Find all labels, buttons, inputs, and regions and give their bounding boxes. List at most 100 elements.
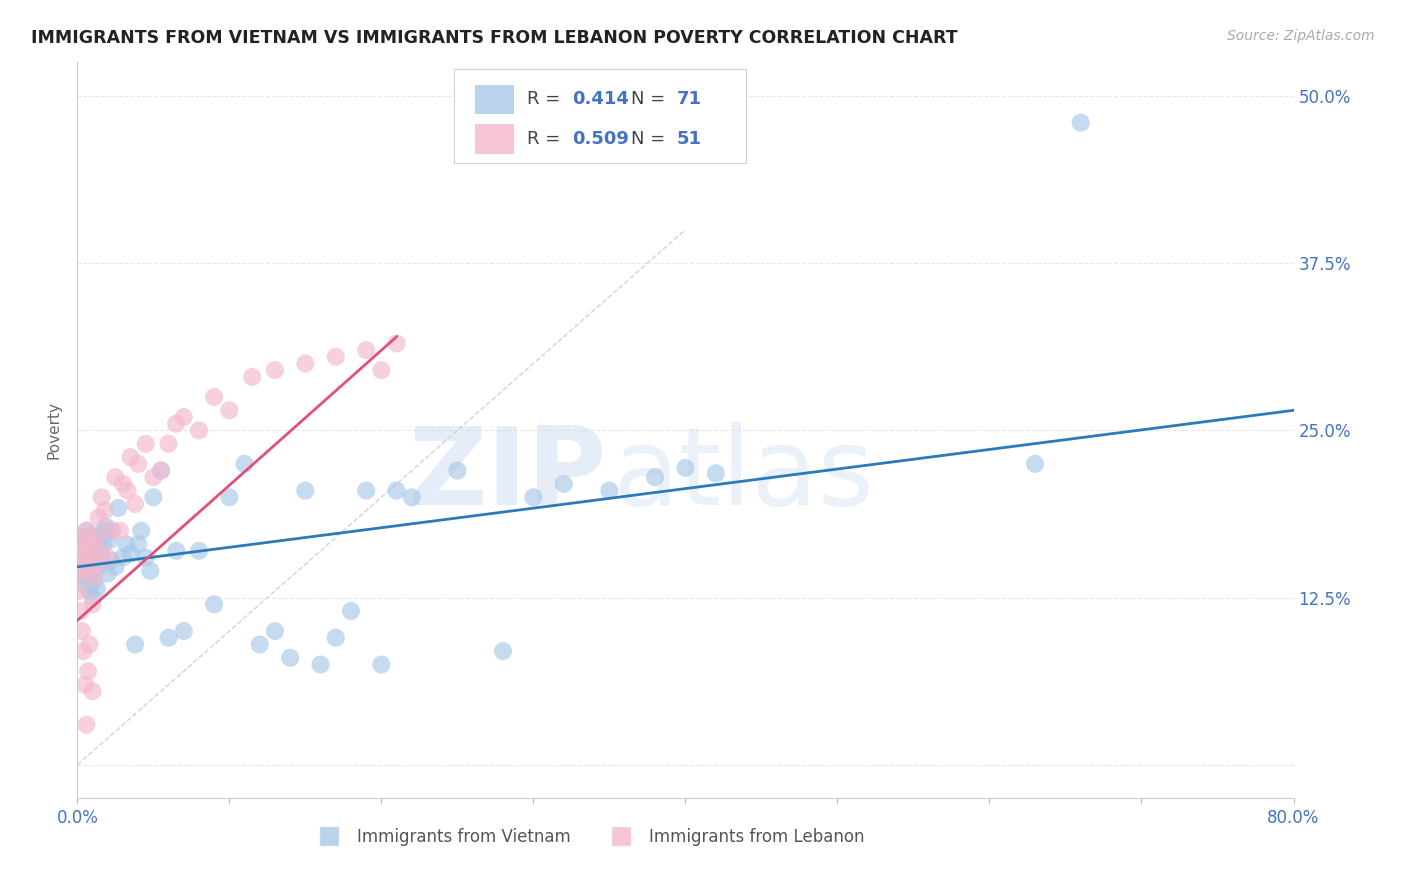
Point — [90, 490, 112, 504]
Point — [325, 350, 347, 364]
Point — [264, 624, 287, 639]
Point — [492, 644, 515, 658]
Point — [87, 560, 110, 574]
Point — [278, 651, 301, 665]
Text: ZIP: ZIP — [408, 422, 606, 527]
Point — [67, 583, 90, 598]
Point — [704, 466, 727, 480]
Point — [73, 564, 96, 578]
Point — [82, 591, 104, 605]
Point — [644, 470, 666, 484]
Point — [82, 684, 104, 698]
Point — [93, 524, 115, 538]
Point — [84, 548, 107, 562]
Point — [69, 604, 91, 618]
Point — [84, 561, 107, 575]
Point — [340, 604, 363, 618]
Point — [149, 464, 172, 478]
Point — [111, 476, 134, 491]
Point — [598, 483, 620, 498]
Text: N =: N = — [631, 130, 671, 148]
Point — [70, 577, 93, 591]
Point — [104, 560, 127, 574]
Point — [218, 490, 240, 504]
Text: 0.509: 0.509 — [572, 130, 630, 148]
Point — [83, 571, 105, 585]
Point — [89, 543, 111, 558]
Point — [370, 363, 392, 377]
Point — [69, 550, 91, 565]
Point — [1024, 457, 1046, 471]
Point — [83, 540, 105, 554]
Point — [165, 543, 187, 558]
Point — [294, 356, 316, 371]
Point — [385, 483, 408, 498]
Point — [446, 464, 468, 478]
Point — [1070, 115, 1092, 129]
Point — [100, 524, 122, 538]
Point — [401, 490, 423, 504]
Legend: Immigrants from Vietnam, Immigrants from Lebanon: Immigrants from Vietnam, Immigrants from… — [305, 822, 872, 853]
Bar — [475, 85, 515, 114]
Point — [79, 583, 101, 598]
Point — [294, 483, 316, 498]
Point — [173, 410, 195, 425]
Point — [80, 568, 103, 582]
Text: 51: 51 — [676, 130, 702, 148]
Point — [135, 550, 157, 565]
Point — [82, 598, 104, 612]
Point — [188, 424, 211, 438]
Point — [142, 490, 165, 504]
Point — [101, 524, 124, 538]
Point — [117, 483, 139, 498]
Point — [73, 678, 96, 692]
Text: IMMIGRANTS FROM VIETNAM VS IMMIGRANTS FROM LEBANON POVERTY CORRELATION CHART: IMMIGRANTS FROM VIETNAM VS IMMIGRANTS FR… — [31, 29, 957, 46]
Y-axis label: Poverty: Poverty — [46, 401, 62, 459]
Text: 0.414: 0.414 — [572, 90, 630, 108]
Point — [77, 550, 100, 565]
Point — [75, 524, 97, 538]
Point — [124, 637, 146, 651]
Point — [72, 644, 94, 658]
Point — [553, 476, 575, 491]
Point — [79, 543, 101, 558]
Point — [86, 541, 108, 555]
Point — [135, 436, 157, 450]
Point — [107, 500, 129, 515]
Point — [157, 436, 180, 450]
Point — [97, 550, 120, 565]
Bar — [475, 124, 515, 153]
Point — [91, 537, 114, 551]
Point — [202, 390, 225, 404]
Point — [522, 490, 544, 504]
Point — [72, 543, 94, 558]
Point — [202, 598, 225, 612]
Point — [129, 524, 152, 538]
Point — [108, 524, 131, 538]
Point — [100, 553, 122, 567]
FancyBboxPatch shape — [454, 69, 747, 163]
Point — [120, 546, 142, 561]
Text: N =: N = — [631, 90, 671, 108]
Point — [115, 537, 138, 551]
Point — [87, 510, 110, 524]
Text: Source: ZipAtlas.com: Source: ZipAtlas.com — [1227, 29, 1375, 43]
Point — [75, 524, 97, 538]
Point — [72, 530, 94, 544]
Point — [82, 528, 104, 542]
Point — [264, 363, 287, 377]
Point — [79, 533, 101, 547]
Point — [124, 497, 146, 511]
Point — [309, 657, 332, 672]
Point — [127, 457, 149, 471]
Point — [89, 530, 111, 544]
Point — [80, 537, 103, 551]
Point — [96, 519, 118, 533]
Point — [83, 573, 105, 587]
Point — [354, 483, 377, 498]
Point — [173, 624, 195, 639]
Point — [139, 564, 162, 578]
Point — [77, 664, 100, 678]
Point — [97, 566, 120, 581]
Point — [142, 470, 165, 484]
